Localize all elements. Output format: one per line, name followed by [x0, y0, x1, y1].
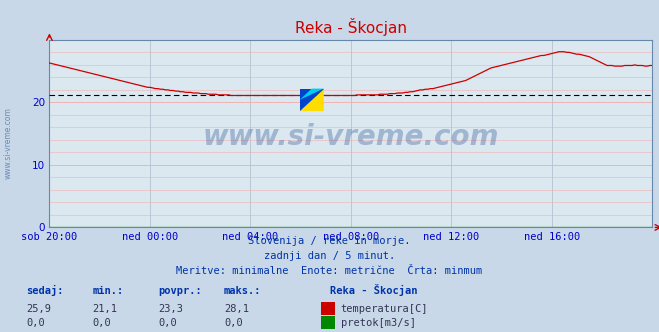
Polygon shape — [300, 89, 324, 111]
Text: min.:: min.: — [92, 286, 123, 296]
Text: 25,9: 25,9 — [26, 304, 51, 314]
Text: maks.:: maks.: — [224, 286, 262, 296]
Title: Reka - Škocjan: Reka - Škocjan — [295, 18, 407, 36]
Text: povpr.:: povpr.: — [158, 286, 202, 296]
Text: Meritve: minimalne  Enote: metrične  Črta: minmum: Meritve: minimalne Enote: metrične Črta:… — [177, 266, 482, 276]
Text: 23,3: 23,3 — [158, 304, 183, 314]
Text: 0,0: 0,0 — [92, 318, 111, 328]
Text: 28,1: 28,1 — [224, 304, 249, 314]
Polygon shape — [300, 89, 324, 100]
Text: sedaj:: sedaj: — [26, 285, 64, 296]
Text: 21,1: 21,1 — [92, 304, 117, 314]
Polygon shape — [300, 89, 324, 111]
Text: temperatura[C]: temperatura[C] — [341, 304, 428, 314]
Text: 0,0: 0,0 — [26, 318, 45, 328]
Text: zadnji dan / 5 minut.: zadnji dan / 5 minut. — [264, 251, 395, 261]
Text: Slovenija / reke in morje.: Slovenija / reke in morje. — [248, 236, 411, 246]
Text: www.si-vreme.com: www.si-vreme.com — [203, 124, 499, 151]
Text: www.si-vreme.com: www.si-vreme.com — [3, 107, 13, 179]
Text: Reka - Škocjan: Reka - Škocjan — [330, 284, 417, 296]
Text: 0,0: 0,0 — [158, 318, 177, 328]
Text: 0,0: 0,0 — [224, 318, 243, 328]
Text: pretok[m3/s]: pretok[m3/s] — [341, 318, 416, 328]
